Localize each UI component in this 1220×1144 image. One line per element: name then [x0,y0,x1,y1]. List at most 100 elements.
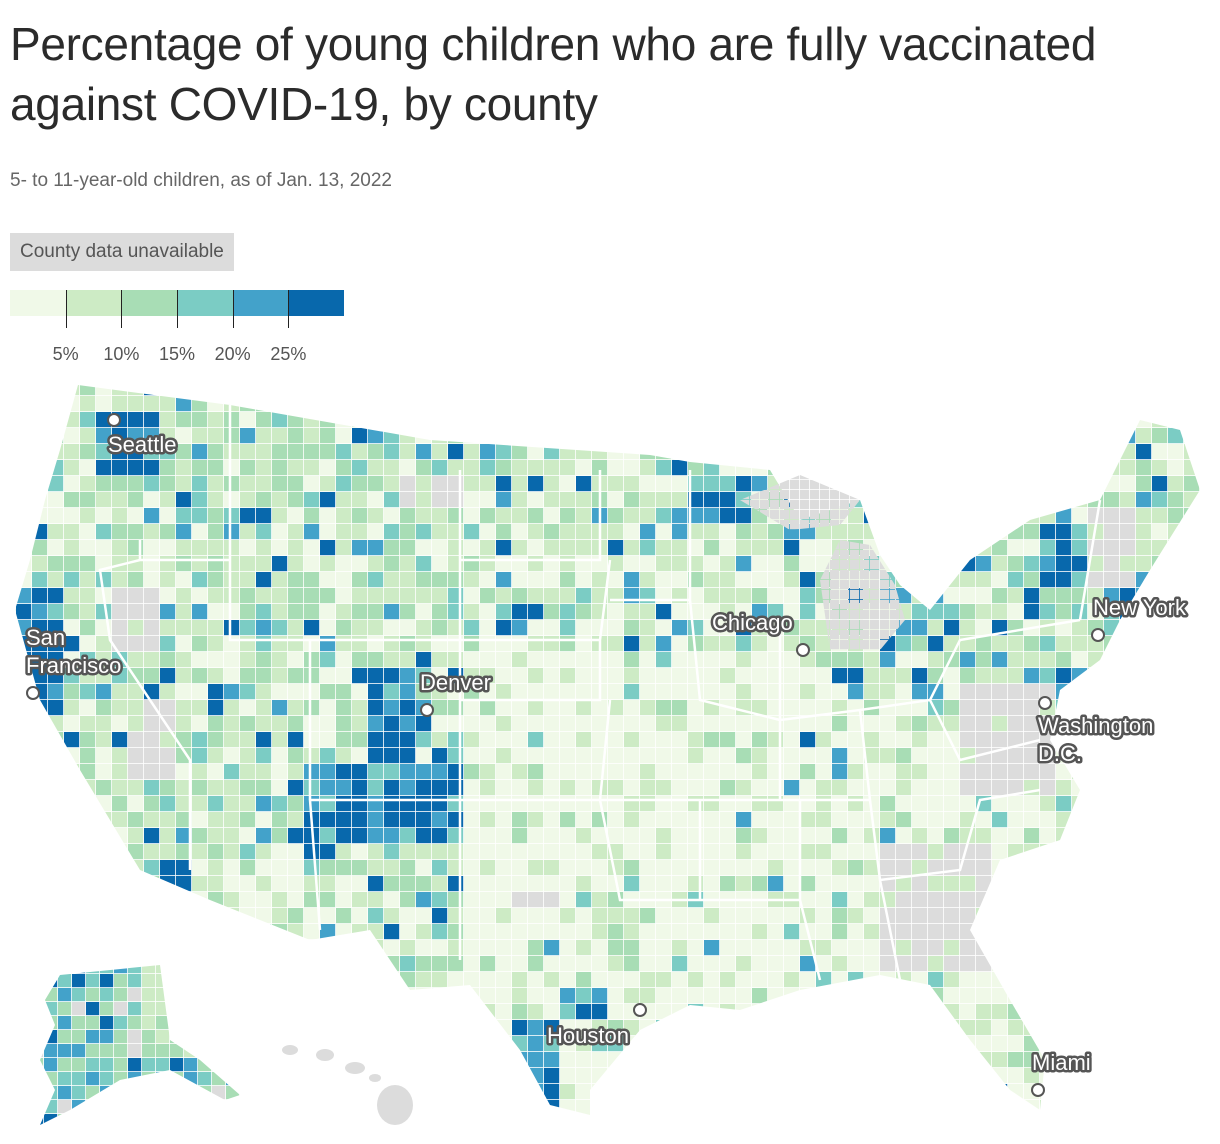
county-cell [144,860,160,876]
county-cell [256,1020,272,1036]
county-cell [304,588,320,604]
county-cell [496,604,512,620]
county-cell [1040,668,1056,684]
county-cell [800,764,816,780]
county-cell [184,988,198,1002]
county-cell [900,480,905,490]
county-cell [464,396,480,412]
county-cell [768,556,784,572]
county-cell [880,428,896,444]
county-cell [384,732,400,748]
county-cell [890,500,900,510]
county-cell [1216,1052,1220,1067]
county-cell [192,988,208,1004]
county-cell [384,1052,400,1068]
county-cell [1184,876,1200,892]
county-cell [208,908,224,924]
county-cell [672,444,688,460]
county-cell [64,620,80,636]
county-cell [304,716,320,732]
county-cell [816,940,832,956]
county-cell [784,556,800,572]
county-cell [896,588,912,604]
county-cell [64,764,80,780]
county-cell [896,460,912,476]
county-cell [176,764,192,780]
county-cell [656,940,672,956]
county-cell [1088,1020,1104,1036]
county-cell [768,1036,784,1052]
county-cell [544,540,560,556]
county-cell [880,590,890,600]
county-cell [864,924,880,940]
county-cell [992,844,1008,860]
county-cell [736,828,752,844]
county-cell [800,428,816,444]
county-cell [944,780,960,796]
county-cell [1120,764,1136,780]
county-cell [160,764,176,780]
county-cell [352,828,368,844]
county-cell [400,444,416,460]
county-cell [512,892,528,908]
county-cell [528,956,544,972]
county-cell [672,1052,688,1068]
county-cell [58,1002,72,1016]
county-cell [192,652,208,668]
county-cell [240,924,256,940]
county-cell [100,1030,114,1044]
county-cell [352,396,368,412]
county-cell [208,524,224,540]
county-cell [176,652,192,668]
county-cell [640,988,656,1004]
county-cell [608,524,624,540]
county-cell [1072,1036,1088,1052]
county-cell [176,860,192,876]
county-cell [368,1020,384,1036]
county-cell [1200,460,1215,475]
county-cell [992,1052,1008,1068]
county-cell [704,476,720,492]
county-cell [1216,1036,1220,1051]
county-cell [752,476,768,492]
county-cell [672,876,688,892]
county-cell [1072,476,1088,492]
county-cell [592,892,608,908]
county-cell [720,812,736,828]
county-cell [448,972,464,988]
city-dot [107,413,121,427]
county-cell [624,668,640,684]
county-cell [752,385,768,396]
county-cell [368,988,384,1004]
county-cell [864,508,880,524]
county-cell [464,492,480,508]
county-cell [368,460,384,476]
county-cell [288,956,304,972]
county-cell [976,860,992,876]
county-cell [352,460,368,476]
county-cell [1008,1052,1024,1068]
county-cell [864,460,880,476]
chart-subtitle: 5- to 11-year-old children, as of Jan. 1… [10,170,392,191]
county-cell [870,510,880,520]
county-cell [114,1030,128,1044]
county-cell [896,1036,912,1052]
county-cell [1152,444,1168,460]
county-cell [512,476,528,492]
county-cell [144,412,160,428]
county-cell [240,444,256,460]
county-cell [800,876,816,892]
county-cell [464,764,480,780]
county-cell [114,1058,128,1072]
county-cell [142,1114,156,1125]
county-cell [1072,828,1088,844]
county-cell [1024,1100,1040,1115]
county-cell [15,604,16,620]
county-cell [160,844,176,860]
legend-tick-label: 20% [214,344,251,364]
county-cell [352,412,368,428]
county-cell [944,508,960,524]
county-cell [1152,620,1168,636]
county-cell [992,1116,1007,1131]
county-cell [840,550,850,560]
